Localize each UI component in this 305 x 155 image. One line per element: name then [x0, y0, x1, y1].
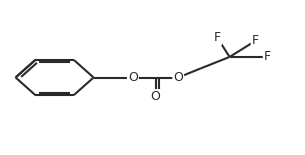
- Text: F: F: [214, 31, 221, 44]
- Text: O: O: [173, 71, 183, 84]
- Text: F: F: [252, 34, 259, 47]
- Text: F: F: [264, 50, 271, 63]
- Text: O: O: [151, 90, 160, 103]
- Text: O: O: [128, 71, 138, 84]
